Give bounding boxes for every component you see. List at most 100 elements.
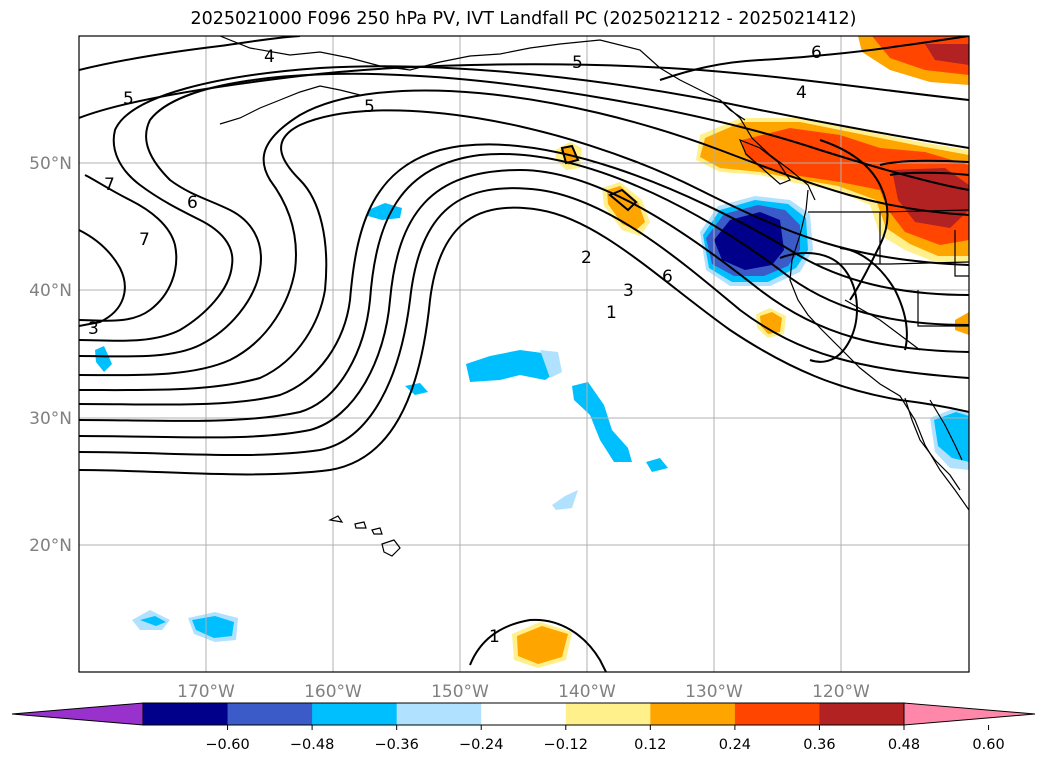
contour-3: [79, 168, 969, 439]
colorbar-tick-label: −0.12: [544, 737, 588, 753]
colorbar-box: [481, 703, 567, 725]
contour-label: 2: [581, 248, 592, 268]
shading-navy-oregon: [714, 212, 784, 270]
colorbar-right-extension: [903, 702, 1036, 726]
latitude-labels: 50°N 40°N 30°N 20°N: [29, 154, 72, 556]
contour-14: [659, 36, 969, 81]
colorbar-box: [650, 703, 736, 725]
colorbar-tick-label: 0.60: [972, 737, 1004, 753]
contour-label: 4: [264, 47, 275, 67]
colorbar: −0.60 −0.48 −0.36 −0.24 −0.12 0.12 0.24 0.36 0.4…: [11, 702, 1036, 753]
colorbar-tick-label: 0.36: [803, 737, 835, 753]
colorbar-left-extension: [11, 702, 144, 726]
contour-19: [839, 247, 908, 351]
shading-orange-se: [955, 312, 969, 335]
state-line-5: [954, 230, 969, 277]
shading-cyan-blob-i: [192, 616, 234, 638]
shading-orange-blob4: [517, 626, 568, 664]
colorbar-tick-label: 0.48: [888, 737, 920, 753]
contour-16: [879, 159, 969, 166]
map-panel: 4 5 5 5 6 4 7 6 7 3 2 3 1 6 1: [79, 36, 969, 672]
contour-label: 5: [572, 53, 583, 73]
contour-17: [889, 171, 969, 176]
lon-label-130w: 130°W: [685, 682, 743, 702]
lat-label-40n: 40°N: [29, 281, 72, 301]
baja-peninsula: [904, 397, 961, 491]
contour-10: [79, 174, 178, 322]
shading-cyan-blob-h: [140, 616, 166, 626]
state-line-4: [917, 290, 969, 327]
shading-cyan-blob-g: [95, 346, 112, 372]
contour-label: 4: [796, 83, 807, 103]
contour-1: [79, 206, 969, 476]
contour-6: [79, 109, 969, 392]
lat-label-50n: 50°N: [29, 154, 72, 174]
map-title: 2025021000 F096 250 hPa PV, IVT Landfall…: [190, 9, 857, 29]
lat-label-30n: 30°N: [29, 409, 72, 429]
map-frame: [78, 35, 970, 673]
alaska-coast: [219, 36, 746, 121]
colorbar-box: [227, 703, 313, 725]
contour-label: 1: [489, 627, 500, 647]
colorbar-box: [143, 703, 229, 725]
coastlines: [219, 36, 969, 557]
aleutian-chain: [219, 85, 361, 125]
gulf-california: [929, 399, 963, 461]
shading-light-blob-b: [540, 350, 562, 378]
contour-label: 3: [623, 281, 634, 301]
contour-21: [560, 144, 580, 165]
shading-light-blob-f: [552, 490, 578, 510]
contour-9: [79, 65, 969, 342]
hawaii-1: [328, 515, 344, 523]
colorbar-tick-label: −0.24: [459, 737, 503, 753]
contour-4: [79, 153, 969, 422]
lon-label-170w: 170°W: [177, 682, 235, 702]
colorbar-tick-label: 0.12: [634, 737, 666, 753]
pv-contours: [79, 36, 969, 672]
lat-label-20n: 20°N: [29, 536, 72, 556]
shading-darkred-ne: [925, 44, 969, 65]
lon-label-120w: 120°W: [812, 682, 870, 702]
contour-12: [79, 63, 969, 119]
colorbar-box: [396, 703, 482, 725]
contour-2: [79, 187, 969, 457]
vancouver-island: [738, 138, 791, 185]
contour-15: [819, 139, 889, 301]
colorbar-tick-label: −0.36: [374, 737, 418, 753]
hawaii-big-island: [381, 539, 401, 557]
contour-label: 6: [811, 43, 822, 63]
colorbar-box: [819, 703, 905, 725]
contour-label: 7: [104, 175, 115, 195]
contour-8: [79, 72, 969, 358]
colorbar-tick-label: −0.60: [205, 737, 249, 753]
contour-13: [79, 36, 301, 71]
contour-label: 5: [364, 97, 375, 117]
contour-label: 5: [123, 89, 134, 109]
colorbar-box: [565, 703, 651, 725]
contour-18: [779, 252, 858, 363]
shading-orange-blob3: [760, 312, 782, 334]
shading-cyan-blob-e: [646, 458, 668, 472]
lon-label-140w: 140°W: [558, 682, 616, 702]
shading-cyan-blob-b: [466, 350, 560, 382]
contour-labels: 4 5 5 5 6 4 7 6 7 3 2 3 1 6 1: [88, 43, 822, 647]
bc-coast: [719, 99, 816, 201]
colorbar-tick-label: 0.24: [719, 737, 751, 753]
contour-label: 7: [139, 230, 150, 250]
contour-label: 6: [187, 193, 198, 213]
hawaii-2: [354, 521, 367, 529]
colorbar-tick-label: −0.48: [290, 737, 334, 753]
lon-label-150w: 150°W: [431, 682, 489, 702]
shading-cyan-blob-c: [405, 383, 428, 395]
colorbar-frame: [142, 702, 905, 726]
contour-22: [608, 188, 638, 212]
colorbar-box: [734, 703, 820, 725]
contour-label: 6: [662, 267, 673, 287]
contour-label: 3: [88, 319, 99, 339]
contour-7: [79, 89, 969, 377]
hawaii-3: [371, 527, 383, 535]
contour-11: [79, 229, 126, 327]
contour-20: [469, 618, 607, 672]
longitude-labels: 170°W 160°W 150°W 140°W 130°W 120°W: [177, 682, 870, 702]
